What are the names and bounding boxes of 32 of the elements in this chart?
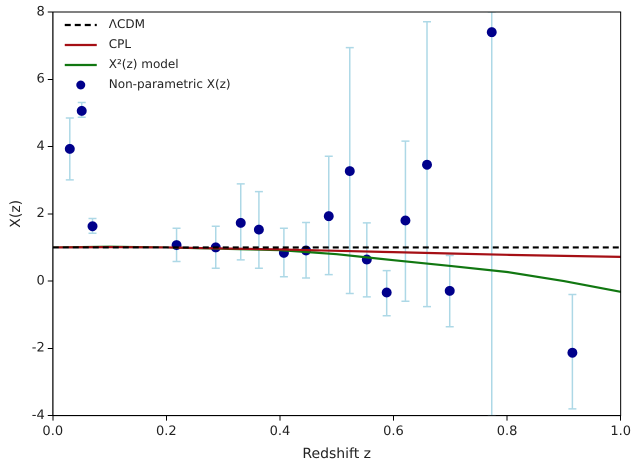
point [400, 216, 410, 226]
point [444, 286, 455, 296]
y-tick-label: 0 [36, 273, 45, 288]
legend-label: CPL [108, 37, 132, 52]
x-axis-title: Redshift z [302, 446, 372, 462]
point [236, 218, 246, 228]
x-tick-label: 1.0 [610, 424, 632, 439]
legend-label: Non-parametric X(z) [108, 77, 231, 92]
y-tick-label: 8 [36, 4, 45, 20]
point [88, 221, 98, 232]
x-tick-label: 0.2 [156, 424, 177, 439]
point [324, 211, 334, 222]
point [344, 166, 355, 176]
point [76, 106, 87, 116]
point [254, 224, 264, 235]
point [382, 288, 392, 298]
legend-label: X²(z) model [108, 57, 179, 72]
x-tick-label: 0.0 [42, 424, 64, 439]
y-tick-label: 4 [36, 138, 45, 154]
legend-label: ΛCDM [108, 17, 145, 32]
y-tick-label: 6 [36, 72, 45, 87]
y-tick-label: -2 [32, 340, 45, 356]
y-tick-label: 2 [36, 206, 45, 222]
y-axis-title: X(z) [8, 200, 24, 228]
x-tick-label: 0.6 [383, 424, 404, 439]
point [567, 348, 578, 358]
point [486, 27, 497, 38]
point [64, 144, 75, 154]
x-tick-label: 0.8 [496, 424, 518, 439]
y-tick-label: -4 [32, 408, 45, 423]
x-tick-label: 0.4 [270, 424, 290, 439]
point [422, 160, 432, 170]
